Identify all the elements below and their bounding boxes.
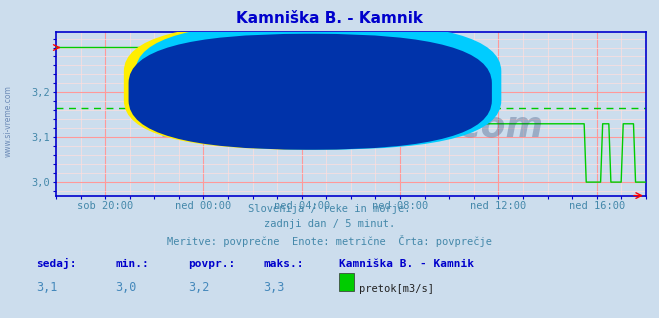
Text: Kamniška B. - Kamnik: Kamniška B. - Kamnik	[236, 11, 423, 26]
Text: Slovenija / reke in morje.: Slovenija / reke in morje.	[248, 204, 411, 213]
Text: pretok[m3/s]: pretok[m3/s]	[359, 284, 434, 294]
Text: 3,3: 3,3	[264, 281, 285, 294]
Text: maks.:: maks.:	[264, 259, 304, 269]
FancyBboxPatch shape	[136, 22, 501, 150]
Text: Kamniška B. - Kamnik: Kamniška B. - Kamnik	[339, 259, 474, 269]
Text: www.si-vreme.com: www.si-vreme.com	[3, 85, 13, 157]
Text: Meritve: povprečne  Enote: metrične  Črta: povprečje: Meritve: povprečne Enote: metrične Črta:…	[167, 235, 492, 247]
Text: sedaj:: sedaj:	[36, 258, 76, 269]
FancyBboxPatch shape	[129, 34, 492, 150]
Text: 3,1: 3,1	[36, 281, 57, 294]
Text: zadnji dan / 5 minut.: zadnji dan / 5 minut.	[264, 219, 395, 229]
Text: 3,0: 3,0	[115, 281, 136, 294]
Text: www.si-vreme.com: www.si-vreme.com	[158, 110, 544, 144]
Text: min.:: min.:	[115, 259, 149, 269]
FancyBboxPatch shape	[124, 22, 490, 150]
Text: povpr.:: povpr.:	[188, 259, 235, 269]
Text: 3,2: 3,2	[188, 281, 209, 294]
